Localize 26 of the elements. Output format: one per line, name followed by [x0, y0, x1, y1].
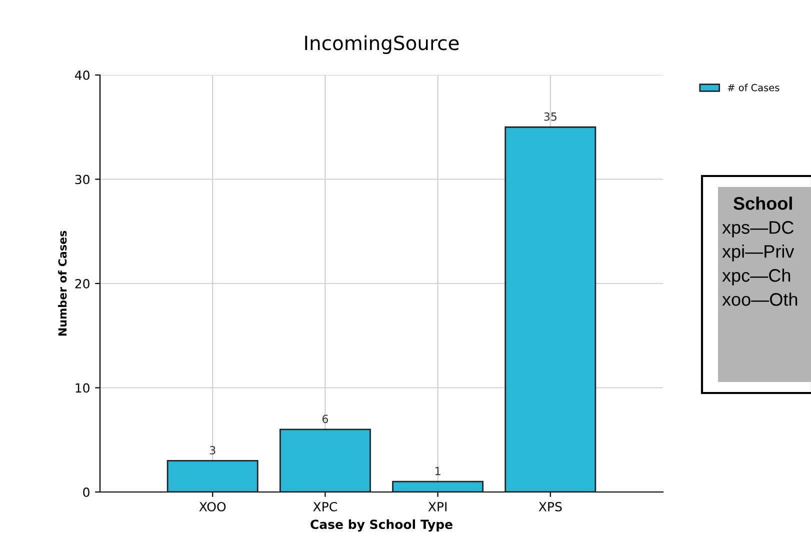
y-tick-label: 0 — [83, 487, 90, 497]
text: xoo—Oth — [722, 292, 798, 306]
x-tick-label: XPS — [538, 502, 562, 512]
x-tick-label: XPC — [313, 502, 337, 512]
data-label: 35 — [544, 112, 556, 121]
data-label: 3 — [210, 446, 216, 454]
bar — [279, 428, 371, 492]
data-label: 6 — [322, 414, 328, 424]
y-tick-label: 10 — [76, 383, 90, 393]
y-tick-label: 20 — [75, 278, 90, 288]
text: xpc—Ch — [722, 268, 790, 286]
x-tick-label: XOO — [199, 502, 226, 512]
chart-title: IncomingSource — [305, 35, 459, 54]
legend-label: # of Cases — [728, 84, 780, 92]
text: xpi—Priv — [722, 244, 794, 262]
text: xps—DC — [722, 221, 794, 238]
y-axis-title: Number of Cases — [58, 230, 67, 336]
bar — [504, 126, 596, 492]
bar — [392, 480, 484, 492]
y-tick-label: 40 — [74, 70, 90, 80]
bar — [166, 460, 258, 492]
y-tick-label: 30 — [75, 174, 90, 184]
text: School — [734, 196, 792, 210]
data-label: 1 — [435, 466, 440, 476]
x-axis-title: Case by School Type — [310, 519, 452, 532]
x-tick-label: XPI — [428, 502, 446, 512]
